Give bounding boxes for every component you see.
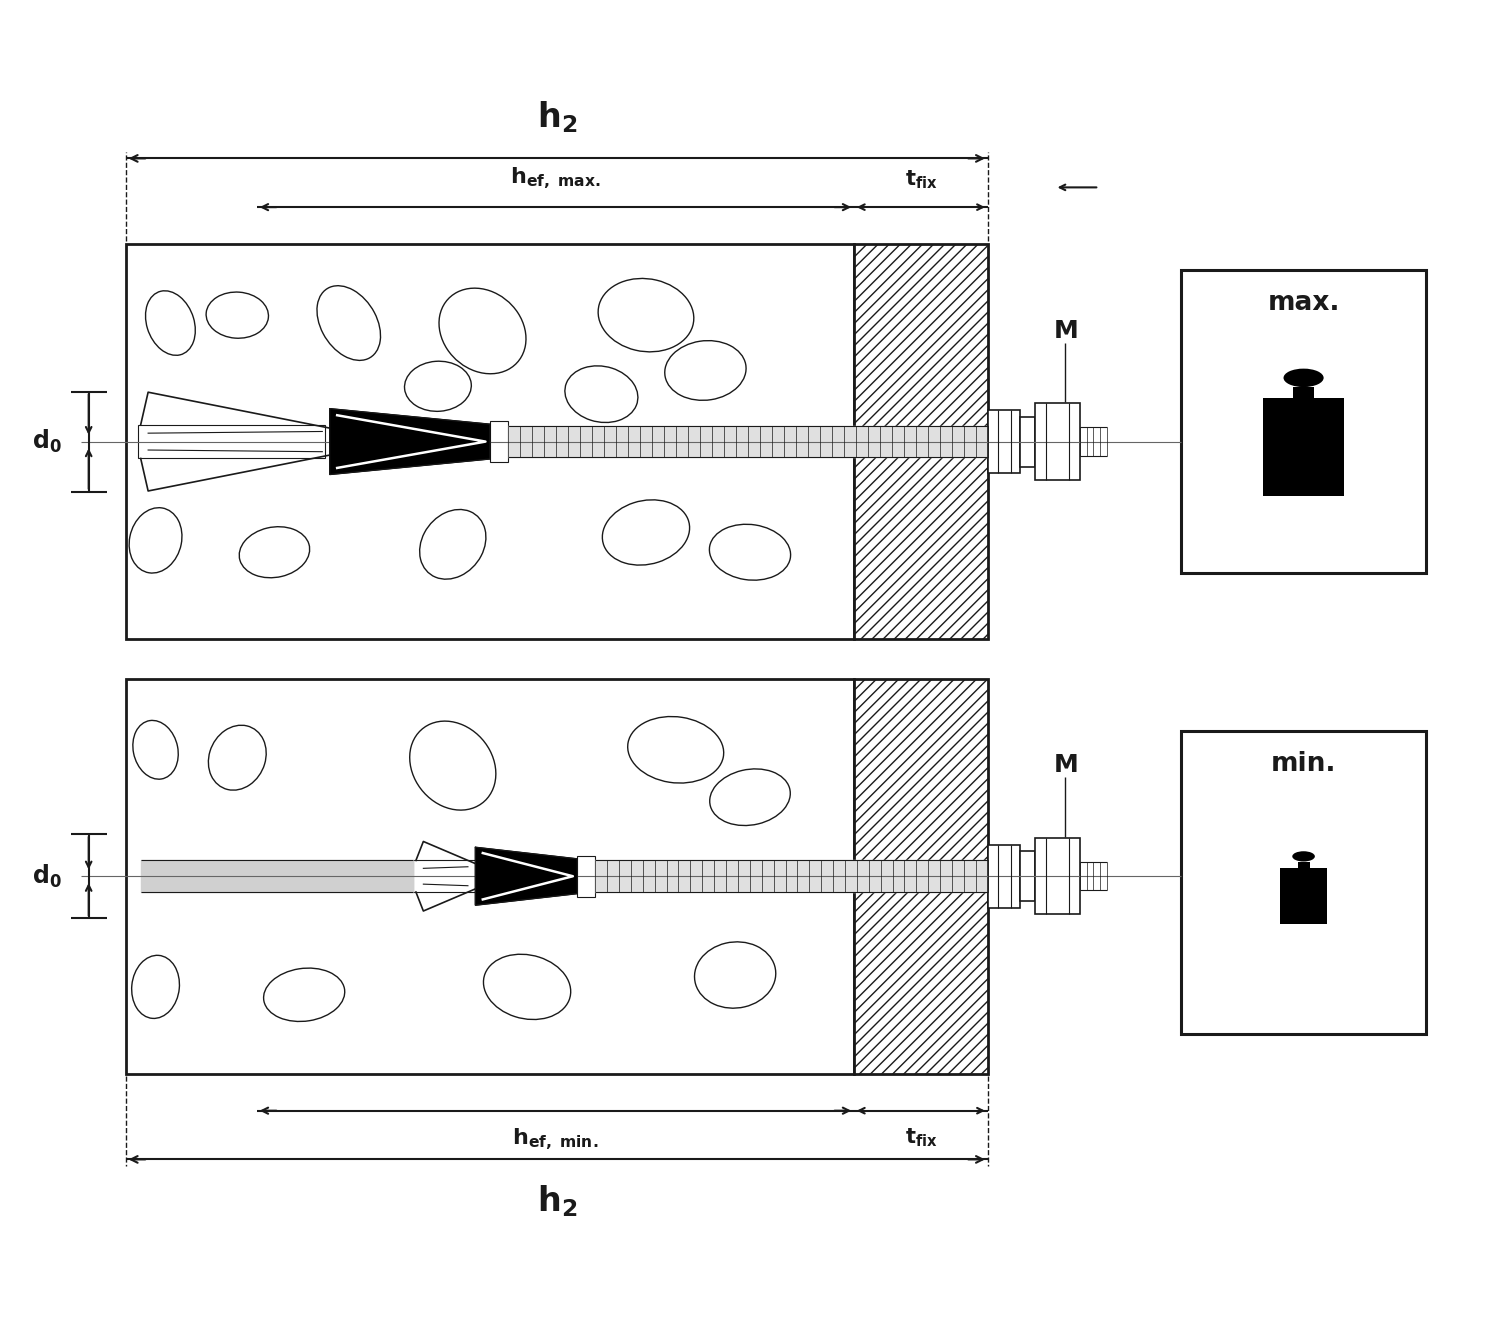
Bar [1180, 731, 1426, 1034]
Bar [126, 679, 853, 1074]
Bar [413, 860, 478, 892]
Ellipse shape [1284, 369, 1323, 387]
Bar [1020, 852, 1035, 901]
Bar [1263, 398, 1344, 496]
Text: $\mathbf{h_{ef,\ max.}}$: $\mathbf{h_{ef,\ max.}}$ [510, 166, 600, 192]
Bar [490, 421, 508, 462]
Bar [853, 244, 988, 639]
Text: $\mathbf{t_{fix}}$: $\mathbf{t_{fix}}$ [904, 1126, 938, 1149]
Bar [1035, 403, 1080, 479]
Bar [988, 845, 1020, 908]
Text: $\mathbf{h_2}$: $\mathbf{h_2}$ [537, 1183, 578, 1219]
Bar [578, 856, 596, 897]
Bar [1293, 387, 1314, 398]
Text: $\mathbf{h_2}$: $\mathbf{h_2}$ [537, 98, 578, 134]
Text: $\mathbf{d_0}$: $\mathbf{d_0}$ [32, 429, 62, 455]
Bar [126, 244, 853, 639]
Text: $\mathbf{h_{ef,\ min.}}$: $\mathbf{h_{ef,\ min.}}$ [513, 1126, 598, 1153]
Text: $\mathbf{d_0}$: $\mathbf{d_0}$ [32, 862, 62, 890]
Text: $\mathbf{M}$: $\mathbf{M}$ [1053, 753, 1077, 777]
Polygon shape [476, 848, 578, 905]
Text: max.: max. [1268, 290, 1340, 317]
Bar [1180, 270, 1426, 574]
Bar [1035, 839, 1080, 914]
Bar [1020, 417, 1035, 467]
Text: min.: min. [1270, 751, 1336, 777]
Bar [1298, 861, 1310, 868]
Ellipse shape [1293, 852, 1316, 861]
Bar [138, 425, 326, 458]
Text: $\mathbf{t_{fix}}$: $\mathbf{t_{fix}}$ [904, 169, 938, 192]
Bar [853, 679, 988, 1074]
Polygon shape [330, 409, 490, 475]
Bar [988, 410, 1020, 474]
Text: $\mathbf{M}$: $\mathbf{M}$ [1053, 319, 1077, 343]
Bar [1281, 868, 1328, 924]
